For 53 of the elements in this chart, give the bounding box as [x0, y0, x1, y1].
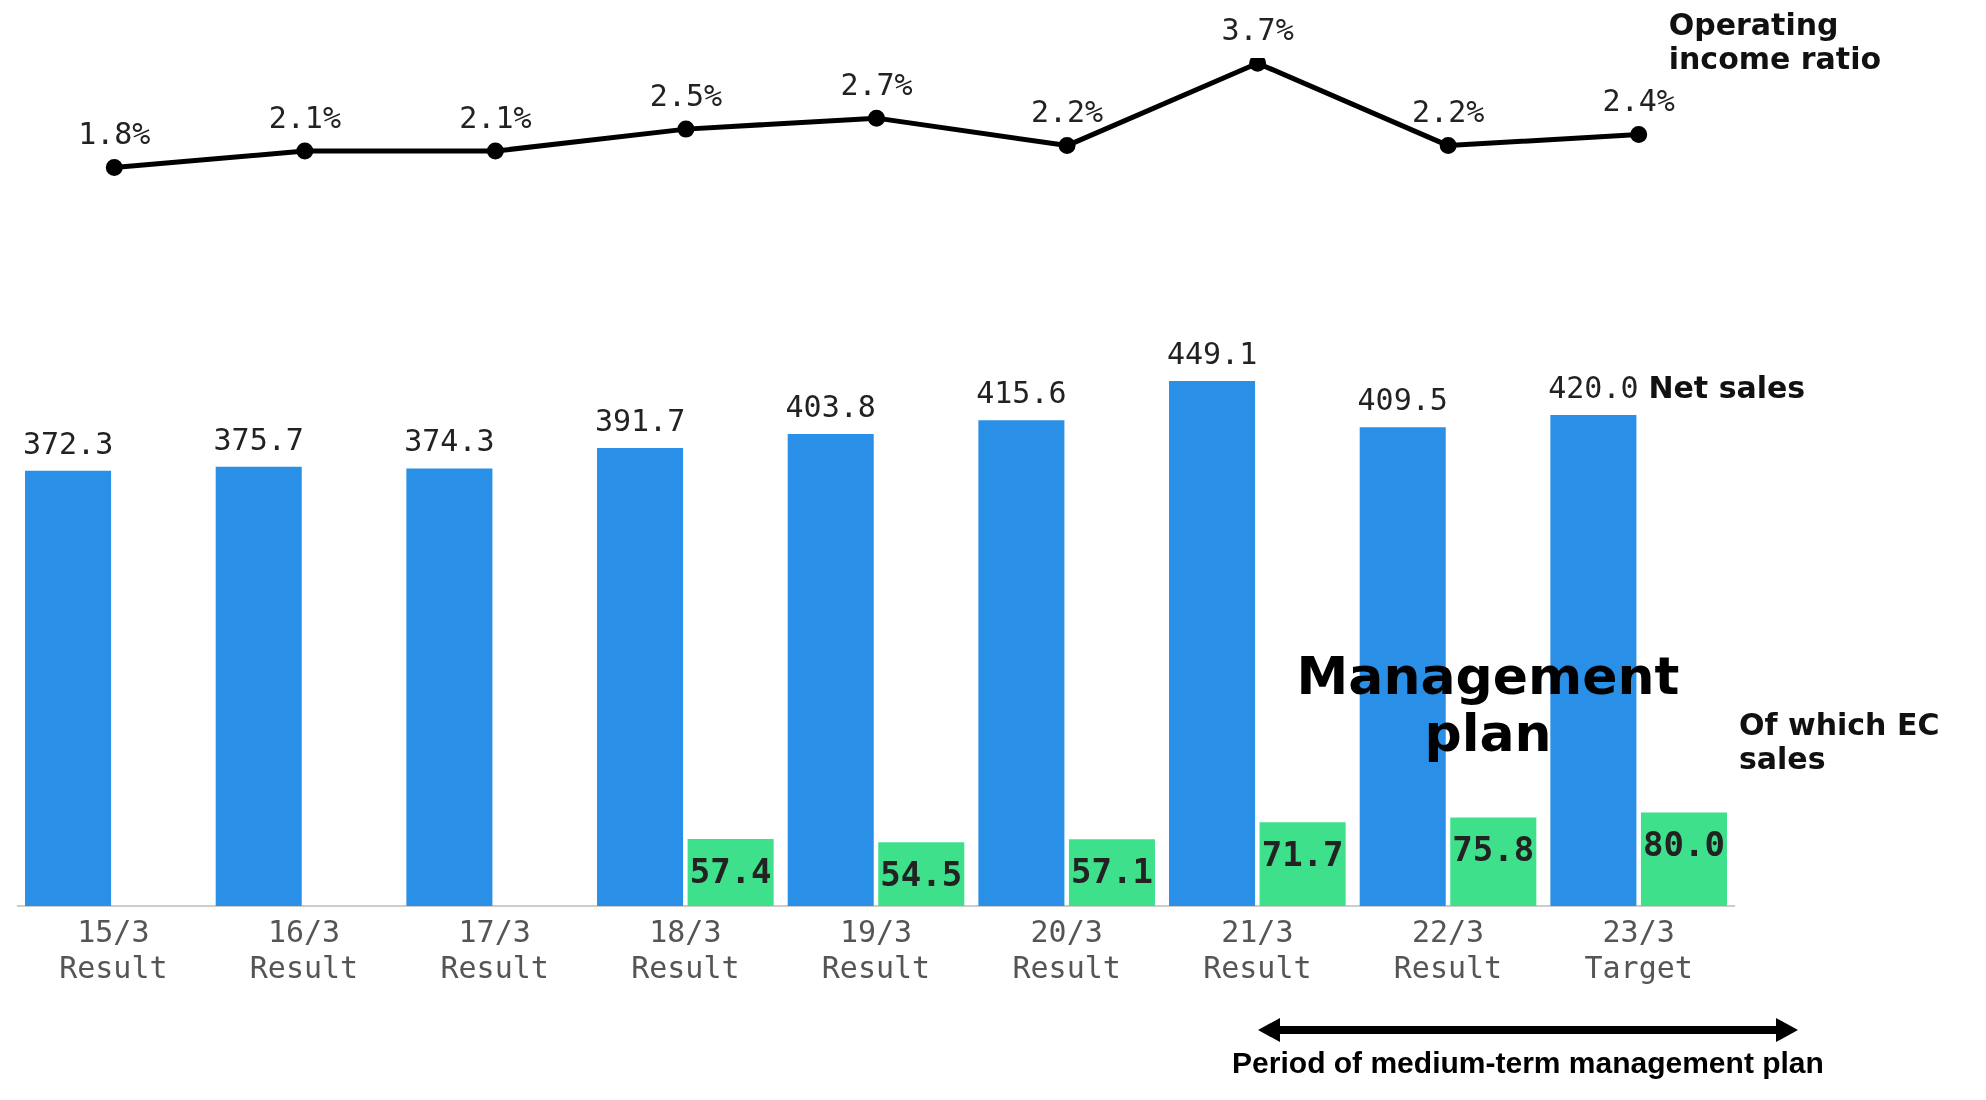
data-label: 2.7%: [840, 66, 913, 102]
point: [105, 159, 123, 177]
x-tick-label: 20/3 Result: [1012, 913, 1121, 985]
data-label: 57.4: [689, 850, 772, 891]
data-label: 409.5: [1357, 382, 1448, 418]
data-label: 1.8%: [78, 116, 151, 152]
x-tick-label: 17/3 Result: [440, 913, 549, 985]
data-label: 372.3: [22, 425, 114, 461]
bar: [25, 470, 112, 906]
point: [868, 109, 885, 127]
bar: [978, 420, 1065, 906]
point: [1630, 126, 1648, 144]
x-tick-label: 23/3 Target: [1584, 913, 1693, 985]
data-label: 374.3: [404, 423, 495, 459]
x-tick-label: 21/3 Result: [1203, 913, 1312, 985]
point: [296, 142, 314, 160]
point: [486, 142, 504, 160]
bar: [787, 433, 874, 906]
text: Period of medium-term management plan: [1231, 1046, 1825, 1080]
x-tick-label: 22/3 Result: [1393, 913, 1503, 985]
text: Operating income ratio: [1668, 6, 1882, 76]
data-label: 75.8: [1452, 829, 1535, 870]
data-label: 2.4%: [1602, 83, 1675, 119]
data-label: 2.2%: [1030, 94, 1104, 130]
x-tick-label: 19/3 Result: [821, 913, 931, 985]
data-label: 54.5: [880, 854, 963, 895]
bar: [1169, 381, 1256, 906]
x-tick-label: 18/3 Result: [631, 913, 740, 985]
data-label: 3.7%: [1221, 12, 1294, 48]
point: [1439, 137, 1457, 155]
bar: [1259, 822, 1346, 906]
data-label: 375.7: [213, 421, 304, 457]
bar: [406, 468, 493, 906]
data-label: 57.1: [1071, 851, 1153, 892]
data-label: 2.2%: [1412, 94, 1485, 130]
data-label: 2.5%: [649, 77, 723, 113]
data-label: 71.7: [1261, 834, 1344, 875]
x-tick-label: 16/3 Result: [249, 913, 359, 985]
data-label: 415.6: [976, 374, 1067, 410]
data-label: 2.1%: [268, 99, 341, 135]
data-label: 391.7: [594, 402, 686, 438]
point: [677, 120, 695, 138]
data-label: 80.0: [1643, 824, 1725, 865]
data-label: 2.1%: [459, 99, 532, 135]
x-tick-label: 15/3 Result: [59, 913, 168, 985]
series-label: Of which EC sales: [1738, 707, 1940, 777]
point: [1058, 137, 1076, 155]
data-label: 403.8: [785, 388, 876, 424]
bar: [215, 466, 302, 906]
bar: [597, 448, 684, 906]
data-label: 449.1: [1166, 335, 1258, 371]
series-label: Net sales: [1648, 369, 1806, 405]
data-label: 420.0: [1548, 369, 1639, 405]
